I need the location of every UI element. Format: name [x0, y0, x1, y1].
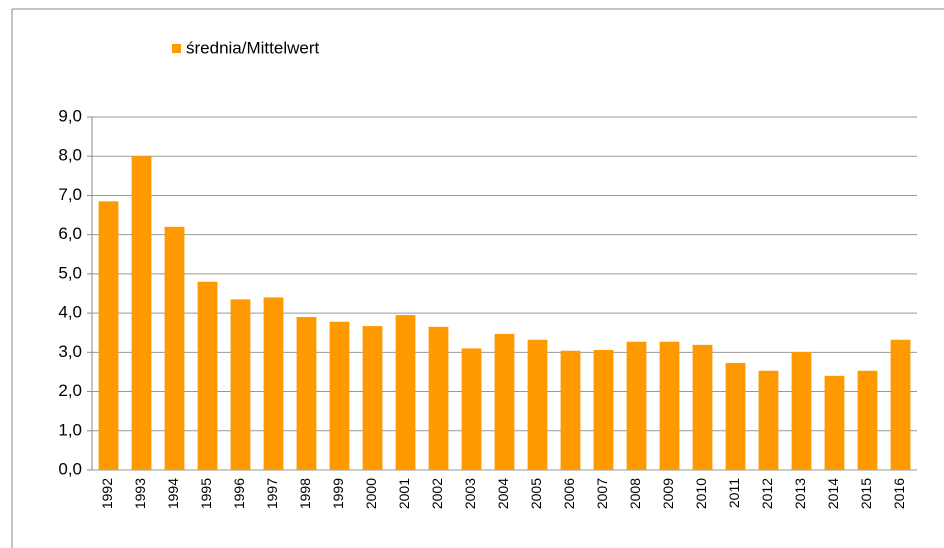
bar [230, 299, 251, 470]
bar [164, 226, 185, 470]
x-tick-label: 1993 [132, 478, 148, 509]
y-tick-label: 3,0 [58, 342, 82, 361]
x-tick-label: 2002 [429, 478, 445, 509]
x-tick-label: 2014 [825, 478, 841, 509]
x-tick-label: 1994 [165, 478, 181, 509]
x-tick-label: 2009 [660, 478, 676, 509]
bar [890, 339, 911, 470]
x-tick-label: 2013 [792, 478, 808, 509]
legend-label: średnia/Mittelwert [186, 38, 319, 57]
x-tick-label: 2004 [495, 478, 511, 509]
bar [659, 341, 680, 470]
x-tick-label: 1992 [99, 478, 115, 509]
bar [98, 201, 119, 471]
bar [692, 344, 713, 470]
x-tick-label: 1997 [264, 478, 280, 509]
y-tick-label: 0,0 [58, 459, 82, 478]
bar [263, 297, 284, 470]
y-tick-label: 4,0 [58, 303, 82, 322]
bar [362, 326, 383, 470]
x-tick-label: 2000 [363, 478, 379, 509]
bar [131, 156, 152, 470]
bar [494, 333, 515, 470]
y-tick-label: 1,0 [58, 420, 82, 439]
bar [791, 351, 812, 470]
x-tick-label: 2008 [627, 478, 643, 509]
y-tick-label: 8,0 [58, 146, 82, 165]
x-tick-label: 2015 [858, 478, 874, 509]
x-tick-label: 2007 [594, 478, 610, 509]
y-tick-label: 7,0 [58, 185, 82, 204]
x-tick-label: 2005 [528, 478, 544, 509]
bar [626, 341, 647, 470]
bar [296, 317, 317, 470]
x-tick-label: 2006 [561, 478, 577, 509]
bar [593, 349, 614, 470]
y-tick-label: 6,0 [58, 224, 82, 243]
bar [329, 321, 350, 470]
x-tick-label: 2016 [891, 478, 907, 509]
bar [428, 326, 449, 470]
bar [824, 375, 845, 470]
y-tick-label: 9,0 [58, 106, 82, 125]
bar [461, 348, 482, 470]
x-tick-label: 2001 [396, 478, 412, 509]
bar [560, 350, 581, 470]
bar [725, 362, 746, 470]
legend-swatch [172, 44, 181, 53]
x-tick-label: 1999 [330, 478, 346, 509]
bar [857, 370, 878, 470]
x-tick-label: 2011 [726, 478, 742, 508]
bar [758, 370, 779, 470]
x-tick-label: 1995 [198, 478, 214, 509]
y-tick-label: 5,0 [58, 263, 82, 282]
bar [527, 339, 548, 470]
x-tick-label: 2010 [693, 478, 709, 509]
bar [395, 315, 416, 470]
x-tick-label: 1996 [231, 478, 247, 509]
y-tick-label: 2,0 [58, 381, 82, 400]
x-tick-label: 1998 [297, 478, 313, 509]
x-tick-label: 2012 [759, 478, 775, 509]
bar [197, 281, 218, 470]
x-tick-label: 2003 [462, 478, 478, 509]
